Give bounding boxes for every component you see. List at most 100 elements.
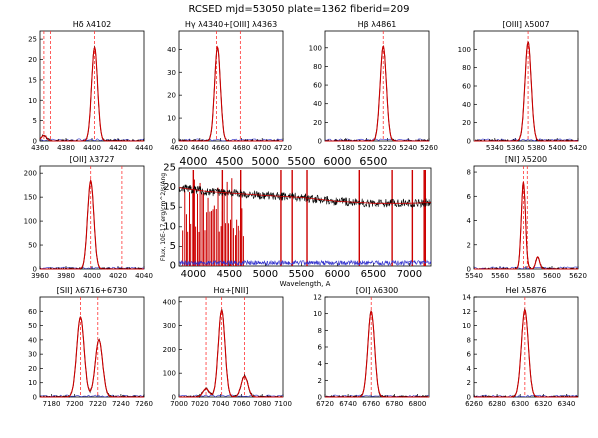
y-tick-label: 0 — [467, 138, 471, 146]
y-tick-label: 40 — [28, 336, 37, 344]
y-tick-label: 50 — [28, 242, 37, 250]
x-tick-label: 6280 — [488, 400, 506, 408]
x-tick-label: 5600 — [543, 272, 561, 280]
residual-series — [178, 259, 432, 267]
panel-title: Hδ λ4102 — [73, 20, 112, 29]
y-tick-label: 8 — [318, 327, 322, 335]
y-tick-label: 10 — [313, 310, 322, 318]
y-tick-label: 15 — [28, 76, 37, 84]
y-tick-label: 20 — [462, 119, 471, 127]
x-tick-label: 7020 — [191, 400, 209, 408]
y-tick-label: 40 — [462, 101, 471, 109]
y-tick-label: 8 — [467, 169, 471, 177]
model-series — [474, 308, 578, 398]
y-tick-label: 300 — [163, 322, 176, 330]
panel-10: HeI λ5876 0 2 4 6 8 10 12 14 6260 6280 6300 6320 6340 — [462, 286, 579, 408]
x-tick-label: 4440 — [135, 144, 153, 152]
y-tick-label: 10 — [462, 322, 471, 330]
y-tick-label: 0 — [467, 266, 471, 274]
y-tick-label: 100 — [24, 218, 37, 226]
y-tick-label: 30 — [28, 351, 37, 359]
x-top-tick-label: 5500 — [287, 155, 315, 168]
y-tick-label: 2 — [467, 379, 471, 387]
x-tick-label: 4020 — [109, 272, 127, 280]
panel-8: Hα+[NII] 0 100 200 300 400 7000 7020 7040 7060 708… — [163, 286, 292, 408]
plot-frame — [178, 30, 284, 142]
x-tick-label: 5500 — [289, 269, 314, 280]
y-tick-label: 25 — [28, 36, 37, 44]
x-tick-label: 5260 — [420, 144, 438, 152]
x-tick-label: 5340 — [486, 144, 504, 152]
x-top-tick-label: 4000 — [179, 155, 207, 168]
x-tick-label: 5000 — [253, 269, 278, 280]
x-top-tick-label: 6500 — [359, 155, 387, 168]
x-tick-label: 7180 — [43, 400, 61, 408]
panel-title: HeI λ5876 — [506, 286, 547, 295]
x-tick-label: 6720 — [316, 400, 334, 408]
y-tick-label: 60 — [462, 83, 471, 91]
y-tick-label: 10 — [28, 97, 37, 105]
y-tick-label: 60 — [313, 82, 322, 90]
y-tick-label: 12 — [462, 308, 471, 316]
x-tick-label: 7100 — [274, 400, 292, 408]
y-tick-label: 0 — [172, 138, 176, 146]
x-tick-label: 5620 — [569, 272, 587, 280]
y-tick-label: 4 — [467, 217, 472, 225]
x-tick-label: 4620 — [170, 144, 188, 152]
plot-frame — [39, 296, 145, 398]
x-tick-label: 5420 — [569, 144, 587, 152]
y-tick-label: 10 — [163, 221, 176, 232]
x-tick-label: 3960 — [31, 272, 49, 280]
plot-frame — [39, 165, 145, 270]
y-tick-label: 20 — [167, 92, 176, 100]
y-tick-label: 40 — [313, 100, 322, 108]
y-tick-label: 150 — [24, 194, 37, 202]
panel-title: [OI] λ6300 — [356, 286, 399, 295]
model-series — [178, 187, 431, 204]
x-tick-label: 4000 — [181, 269, 206, 280]
y-tick-label: 80 — [313, 63, 322, 71]
y-tick-label: 0 — [467, 394, 471, 402]
x-top-tick-label: 5000 — [251, 155, 279, 168]
panel-title: Hβ λ4861 — [358, 20, 397, 29]
x-tick-label: 6320 — [534, 400, 552, 408]
x-tick-label: 5540 — [465, 272, 483, 280]
y-tick-label: 20 — [313, 119, 322, 127]
x-tick-label: 4400 — [83, 144, 101, 152]
model-series — [40, 178, 144, 270]
x-tick-label: 4660 — [212, 144, 230, 152]
model-series — [474, 181, 578, 270]
y-tick-label: 5 — [170, 241, 176, 252]
x-tick-label: 4420 — [109, 144, 127, 152]
panel-title: [OIII] λ5007 — [502, 20, 549, 29]
y-tick-label: 0 — [33, 394, 37, 402]
model-series — [474, 40, 578, 142]
x-tick-label: 7000 — [397, 269, 422, 280]
x-tick-label: 7220 — [89, 400, 107, 408]
x-tick-label: 5200 — [358, 144, 376, 152]
y-tick-label: 6 — [467, 193, 472, 201]
x-tick-label: 5400 — [548, 144, 566, 152]
x-tick-label: 6300 — [511, 400, 529, 408]
plot-frame — [178, 296, 284, 398]
y-tick-label: 15 — [163, 202, 176, 213]
y-tick-label: 40 — [167, 46, 176, 54]
x-tick-label: 5560 — [491, 272, 509, 280]
plot-frame — [178, 167, 432, 267]
residual-series — [473, 266, 579, 270]
panel-title: [NI] λ5200 — [505, 155, 547, 164]
panel-3: [OIII] λ5007 0 20 40 60 80 100 5340 5360 5380 5400… — [458, 20, 587, 152]
y-tick-label: 20 — [163, 182, 176, 193]
y-tick-label: 50 — [28, 322, 37, 330]
x-tick-label: 4360 — [31, 144, 49, 152]
panel-title: [SII] λ6716+6730 — [57, 286, 128, 295]
panel-4: [OII] λ3727 0 50 100 150 200 3960 3980 4000 4020 4… — [24, 155, 153, 280]
y-tick-label: 60 — [28, 308, 37, 316]
y-tick-label: 30 — [167, 69, 176, 77]
x-tick-label: 4700 — [253, 144, 271, 152]
x-tick-label: 4720 — [274, 144, 292, 152]
